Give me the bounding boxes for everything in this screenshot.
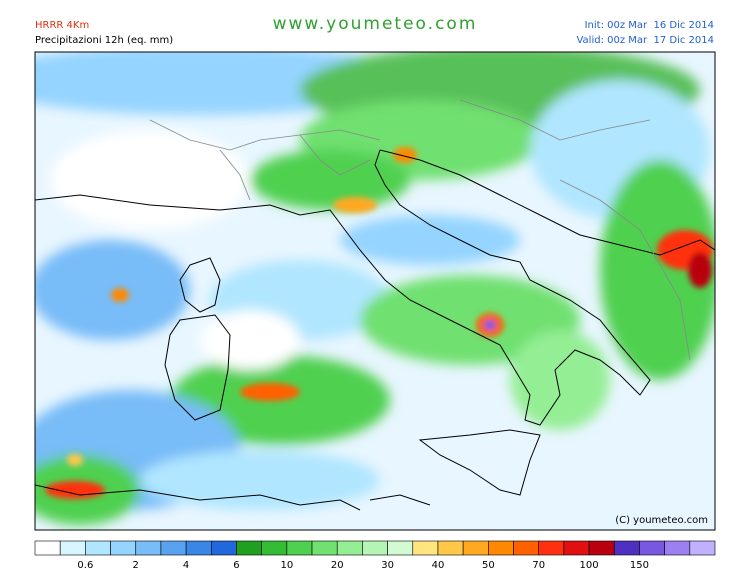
color-box [336,540,363,556]
colorbar-label: 150 [630,560,649,571]
color-box [210,540,237,556]
color-box [664,540,691,556]
color-box [513,540,540,556]
colorbar: 0.6 2 4 6 10 20 30 40 50 70 100 150 [34,540,716,571]
color-box [387,540,414,556]
color-box [538,540,565,556]
color-box [34,540,61,556]
color-box [563,540,590,556]
colorbar-label: 100 [580,560,599,571]
field-label: Precipitazioni 12h (eq. mm) [35,35,174,46]
color-box [185,540,212,556]
color-box [588,540,615,556]
colorbar-label: 50 [482,560,495,571]
color-box [160,540,187,556]
color-box [59,540,86,556]
model-label: HRRR 4Km [35,20,90,31]
coastlines [35,149,715,511]
color-box [412,540,439,556]
color-box [236,540,262,556]
colorbar-label: 0.6 [77,560,93,571]
color-box [261,540,288,556]
color-box [437,540,464,556]
valid-time: Valid: 00z Mar 17 Dic 2014 [576,35,714,46]
map-frame [34,51,716,531]
color-box [488,540,514,556]
copyright: (C) youmeteo.com [615,515,708,526]
colorbar-label: 70 [532,560,545,571]
colorbar-label: 20 [331,560,344,571]
color-box [286,540,313,556]
color-box [613,540,640,556]
color-box [462,540,489,556]
colorbar-label: 4 [183,560,189,571]
color-box [85,540,111,556]
colorbar-label: 10 [280,560,293,571]
color-box [135,540,162,556]
borders [149,99,691,361]
colorbar-label: 2 [133,560,139,571]
init-time: Init: 00z Mar 16 Dic 2014 [584,20,714,31]
colorbar-label: 6 [233,560,239,571]
site-title: www.youmeteo.com [272,14,478,34]
color-box [689,540,716,556]
color-box [311,540,338,556]
color-box [639,540,665,556]
color-box [110,540,137,556]
color-box [362,540,388,556]
precip-field [35,52,715,530]
colorbar-label: 30 [381,560,394,571]
colorbar-label: 40 [432,560,445,571]
